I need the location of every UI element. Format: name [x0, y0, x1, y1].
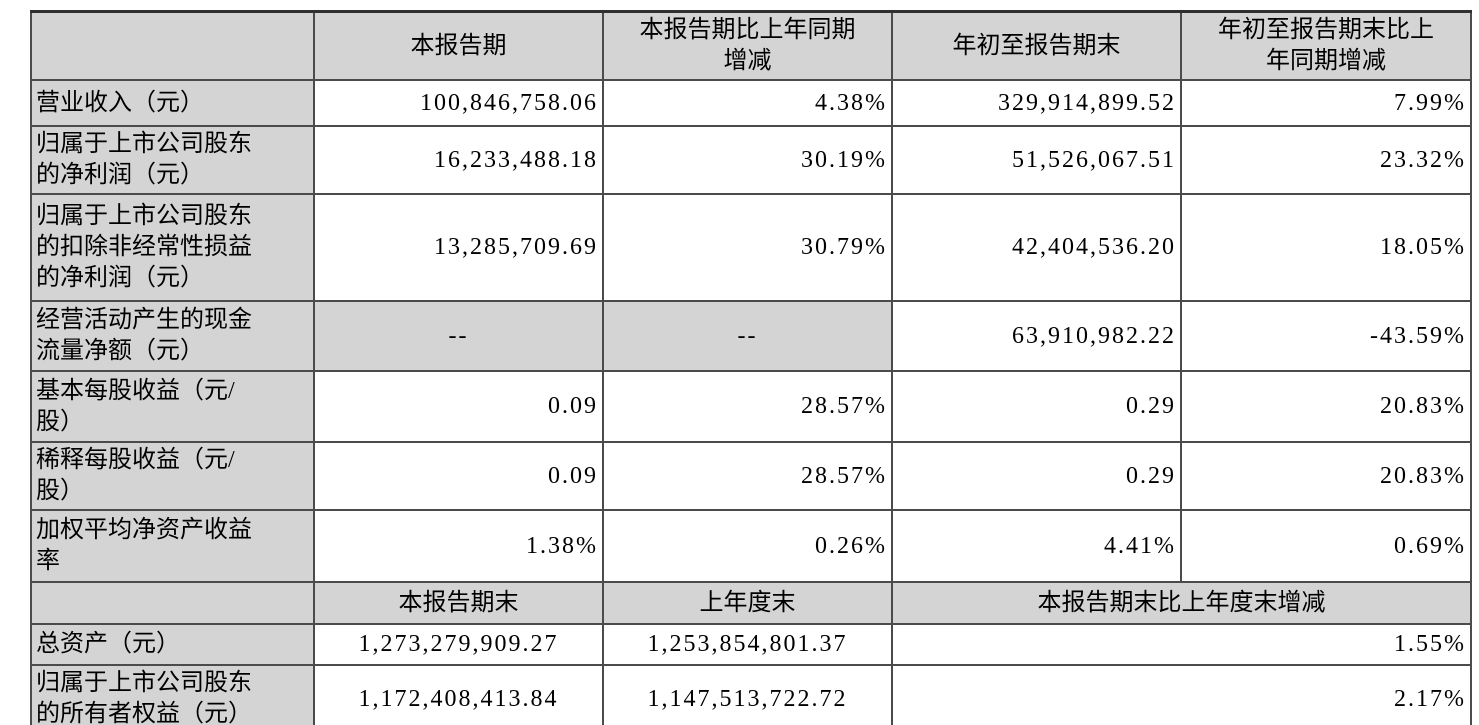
value-cell: 2.17% — [891, 664, 1472, 725]
value-cell: 4.38% — [602, 79, 893, 127]
value-cell: 1.55% — [891, 623, 1472, 666]
value-cell: 51,526,067.51 — [891, 125, 1182, 195]
column-header-prior-year-end: 上年度末 — [602, 581, 893, 625]
table-row: 总资产（元） 1,273,279,909.27 1,253,854,801.37… — [30, 623, 1472, 666]
value-cell: 16,233,488.18 — [313, 125, 604, 195]
column-header-change-vs-prior-year-end: 本报告期末比上年度末增减 — [891, 581, 1472, 625]
value-cell: -43.59% — [1180, 300, 1472, 372]
value-cell: 13,285,709.69 — [313, 193, 604, 302]
row-label: 归属于上市公司股东 的扣除非经常性损益 的净利润（元） — [30, 193, 315, 302]
value-cell: 18.05% — [1180, 193, 1472, 302]
value-cell: 1,147,513,722.72 — [602, 664, 893, 725]
table-row: 归属于上市公司股东 的所有者权益（元） 1,172,408,413.84 1,1… — [30, 664, 1472, 725]
value-cell: 329,914,899.52 — [891, 79, 1182, 127]
value-cell: 1,172,408,413.84 — [313, 664, 604, 725]
value-cell: 20.83% — [1180, 441, 1472, 511]
table-header-row: 本报告期 本报告期比上年同期 增减 年初至报告期末 年初至报告期末比上 年同期增… — [30, 10, 1472, 81]
value-cell: 30.79% — [602, 193, 893, 302]
corner-cell — [30, 581, 315, 625]
column-header-period-end: 本报告期末 — [313, 581, 604, 625]
row-label: 营业收入（元） — [30, 79, 315, 127]
row-label: 经营活动产生的现金 流量净额（元） — [30, 300, 315, 372]
row-label: 加权平均净资产收益 率 — [30, 509, 315, 583]
column-header-ytd: 年初至报告期末 — [891, 10, 1182, 81]
table-row: 基本每股收益（元/ 股） 0.09 28.57% 0.29 20.83% — [30, 370, 1472, 443]
column-header-current-period: 本报告期 — [313, 10, 604, 81]
value-cell: 0.09 — [313, 370, 604, 443]
row-label: 归属于上市公司股东 的净利润（元） — [30, 125, 315, 195]
value-cell: 42,404,536.20 — [891, 193, 1182, 302]
row-label: 归属于上市公司股东 的所有者权益（元） — [30, 664, 315, 725]
column-header-ytd-yoy-change: 年初至报告期末比上 年同期增减 — [1180, 10, 1472, 81]
value-cell: 7.99% — [1180, 79, 1472, 127]
column-header-yoy-change: 本报告期比上年同期 增减 — [602, 10, 893, 81]
table-row: 归属于上市公司股东 的净利润（元） 16,233,488.18 30.19% 5… — [30, 125, 1472, 195]
value-cell: 0.69% — [1180, 509, 1472, 583]
value-cell: 100,846,758.06 — [313, 79, 604, 127]
table-subheader-row: 本报告期末 上年度末 本报告期末比上年度末增减 — [30, 581, 1472, 625]
value-cell: 23.32% — [1180, 125, 1472, 195]
value-cell: 4.41% — [891, 509, 1182, 583]
value-cell: 0.26% — [602, 509, 893, 583]
row-label: 总资产（元） — [30, 623, 315, 666]
value-cell: 20.83% — [1180, 370, 1472, 443]
table-row: 加权平均净资产收益 率 1.38% 0.26% 4.41% 0.69% — [30, 509, 1472, 583]
value-cell-na: -- — [313, 300, 604, 372]
table-row: 经营活动产生的现金 流量净额（元） -- -- 63,910,982.22 -4… — [30, 300, 1472, 372]
table-row: 营业收入（元） 100,846,758.06 4.38% 329,914,899… — [30, 79, 1472, 127]
value-cell: 28.57% — [602, 370, 893, 443]
corner-cell — [30, 10, 315, 81]
value-cell: 30.19% — [602, 125, 893, 195]
value-cell: 0.09 — [313, 441, 604, 511]
value-cell: 1.38% — [313, 509, 604, 583]
value-cell-na: -- — [602, 300, 893, 372]
value-cell: 1,273,279,909.27 — [313, 623, 604, 666]
row-label: 基本每股收益（元/ 股） — [30, 370, 315, 443]
row-label: 稀释每股收益（元/ 股） — [30, 441, 315, 511]
value-cell: 28.57% — [602, 441, 893, 511]
value-cell: 63,910,982.22 — [891, 300, 1182, 372]
financial-summary-table: 本报告期 本报告期比上年同期 增减 年初至报告期末 年初至报告期末比上 年同期增… — [30, 10, 1472, 725]
table-row: 稀释每股收益（元/ 股） 0.09 28.57% 0.29 20.83% — [30, 441, 1472, 511]
value-cell: 0.29 — [891, 370, 1182, 443]
value-cell: 0.29 — [891, 441, 1182, 511]
table-row: 归属于上市公司股东 的扣除非经常性损益 的净利润（元） 13,285,709.6… — [30, 193, 1472, 302]
value-cell: 1,253,854,801.37 — [602, 623, 893, 666]
